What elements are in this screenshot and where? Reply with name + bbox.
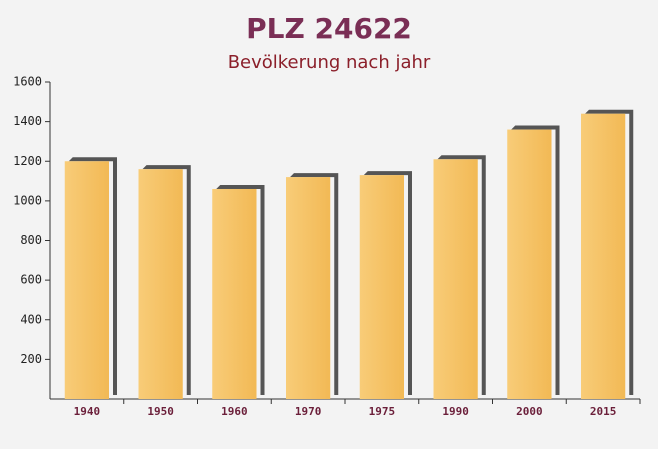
x-tick-label: 2015 [590,405,617,418]
bar [507,129,552,400]
x-tick-label: 1950 [147,405,174,418]
y-tick-label: 200 [20,352,42,366]
bar [581,113,626,399]
bar [64,161,109,399]
y-tick-label: 1600 [13,75,42,89]
y-tick-label: 1200 [13,154,42,168]
x-tick-label: 1975 [369,405,396,418]
x-tick-label: 1940 [74,405,101,418]
x-tick-label: 1990 [442,405,469,418]
bar [286,177,331,399]
bar [433,159,478,399]
y-tick-label: 600 [20,273,42,287]
y-tick-label: 1400 [13,114,42,128]
bar [138,169,183,399]
x-tick-label: 2000 [516,405,543,418]
chart-title: PLZ 24622 [246,12,412,45]
x-tick-label: 1960 [221,405,248,418]
y-tick-label: 800 [20,233,42,247]
y-tick-label: 1000 [13,193,42,207]
chart-subtitle: Bevölkerung nach jahr [228,52,431,73]
bar [359,175,404,399]
x-tick-label: 1970 [295,405,322,418]
y-tick-label: 400 [20,312,42,326]
bar [212,188,257,399]
